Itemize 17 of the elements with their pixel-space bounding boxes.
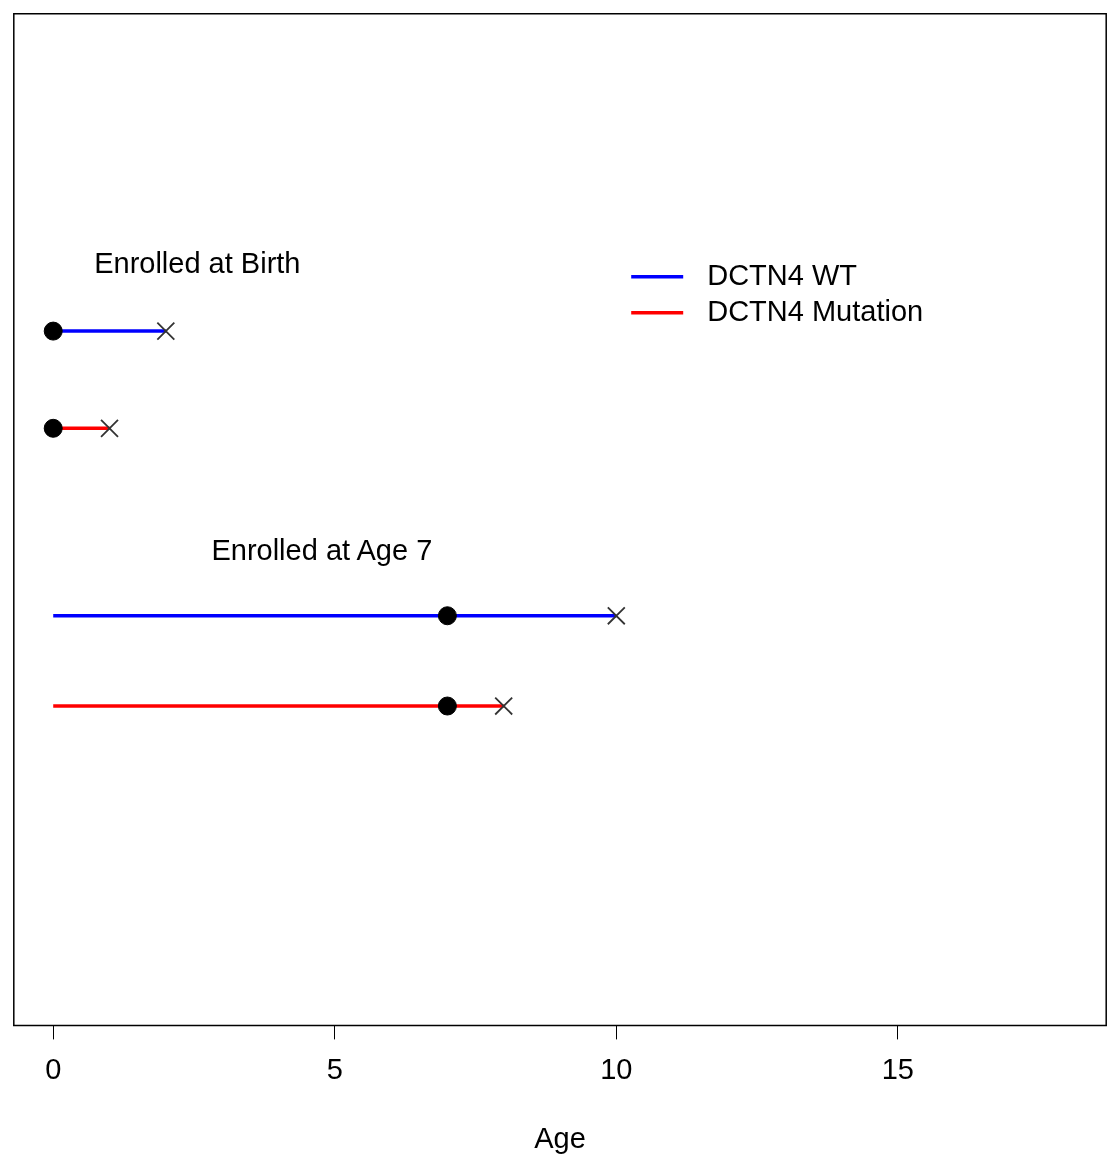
point xyxy=(100,418,119,438)
point xyxy=(437,696,457,716)
annotation: Enrolled at Age 7 xyxy=(211,533,433,566)
point xyxy=(606,606,626,626)
x-tick-label: 15 xyxy=(881,1052,914,1085)
point xyxy=(494,696,514,716)
point xyxy=(156,321,176,341)
point xyxy=(437,606,457,626)
point xyxy=(43,418,63,438)
x-tick-label: 5 xyxy=(326,1052,343,1085)
x-tick-label: 10 xyxy=(600,1052,633,1085)
x-tick-label: 0 xyxy=(45,1052,62,1085)
point xyxy=(43,321,63,341)
text: Enrolled at Birth xyxy=(94,246,301,279)
legend-label: DCTN4 Mutation xyxy=(707,294,924,327)
x-axis-title: Age xyxy=(534,1121,586,1154)
legend-label: DCTN4 WT xyxy=(707,258,858,291)
